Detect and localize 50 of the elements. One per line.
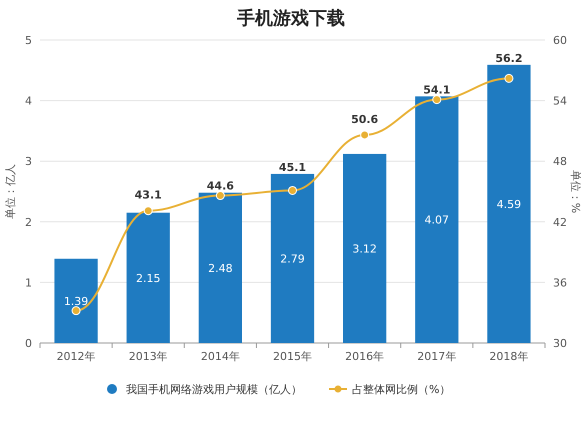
legend-label: 我国手机网络游戏用户规模（亿人） <box>126 383 302 396</box>
bar <box>54 258 98 343</box>
point <box>144 206 153 216</box>
x-tick-label: 2016年 <box>345 350 384 363</box>
data-label: 2.48 <box>208 262 233 275</box>
y2-tick-label: 30 <box>553 337 567 350</box>
x-tick-label: 2018年 <box>489 350 528 363</box>
data-label: 2.79 <box>280 252 305 266</box>
data-label: 3.12 <box>352 242 377 256</box>
title: 手机游戏下载 <box>237 8 345 29</box>
bar <box>270 174 314 343</box>
data-label: 4.07 <box>424 214 450 227</box>
point <box>432 95 442 104</box>
y2-tick-label: 60 <box>553 34 567 47</box>
point <box>288 186 297 195</box>
x-tick-label: 2013年 <box>128 350 168 363</box>
y2-tick-label: 42 <box>553 216 567 229</box>
data-label: 43.1 <box>134 188 162 202</box>
y-tick-label: 1 <box>25 276 32 290</box>
data-label: 4.59 <box>496 198 522 211</box>
y2-tick-label: 54 <box>553 94 567 108</box>
bar <box>343 154 386 343</box>
data-label: 50.6 <box>351 112 379 126</box>
data-label: 44.6 <box>206 180 234 193</box>
y-tick-label: 4 <box>25 94 32 108</box>
x-tick-label: 2012年 <box>56 350 96 363</box>
bar <box>415 96 458 343</box>
y-tick-label: 0 <box>25 337 32 350</box>
data-label: 54.1 <box>423 83 450 96</box>
legend-label: 占整体网比例（%） <box>352 383 450 396</box>
point <box>216 191 225 200</box>
bar <box>126 212 170 343</box>
point <box>72 306 81 316</box>
y-tick-label: 2 <box>25 216 32 229</box>
bar <box>487 64 531 343</box>
data-label: 2.15 <box>136 272 160 285</box>
point <box>504 74 514 83</box>
y2-tick-label: 36 <box>553 276 567 290</box>
y2-axis-title: 单位：% <box>569 170 582 214</box>
data-label: 56.2 <box>495 52 522 65</box>
y-tick-label: 3 <box>25 155 32 168</box>
bar <box>198 192 242 343</box>
x-tick-label: 2017年 <box>417 350 456 363</box>
y2-tick-label: 48 <box>553 155 567 168</box>
x-tick-label: 2014年 <box>200 350 240 363</box>
x-tick-label: 2015年 <box>273 350 312 363</box>
data-label: 1.39 <box>64 294 88 308</box>
y-axis-title: 单位：亿人 <box>4 164 17 219</box>
data-label: 45.1 <box>278 160 306 174</box>
y-tick-label: 5 <box>25 34 32 47</box>
